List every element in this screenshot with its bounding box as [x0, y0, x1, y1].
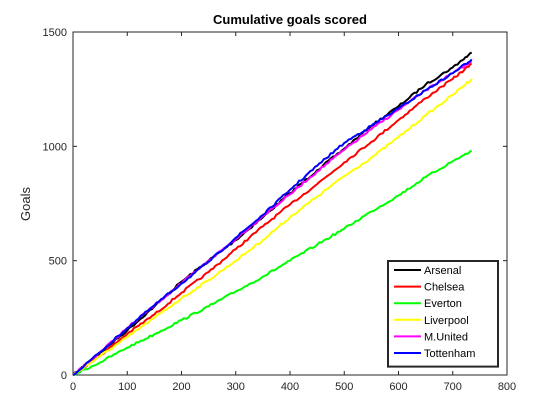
- x-tick-label: 100: [118, 381, 136, 393]
- legend-label-chelsea: Chelsea: [424, 282, 465, 294]
- legend-label-tottenham: Tottenham: [424, 348, 475, 360]
- legend-label-m-united: M.United: [424, 331, 468, 343]
- legend: Arsenal Chelsea Everton Liverpool M.United To…: [388, 261, 498, 367]
- y-tick-label: 0: [61, 370, 67, 382]
- x-tick-label: 0: [70, 381, 76, 393]
- y-tick-label: 1500: [43, 27, 67, 39]
- x-tick-label: 500: [335, 381, 353, 393]
- x-tick-label: 600: [389, 381, 407, 393]
- y-tick-label: 500: [49, 256, 67, 268]
- chart-title: Cumulative goals scored: [213, 12, 367, 27]
- legend-label-arsenal: Arsenal: [424, 265, 461, 277]
- y-axis-label: Goals: [18, 187, 33, 221]
- x-tick-label: 800: [498, 381, 516, 393]
- y-tick-label: 1000: [43, 141, 67, 153]
- x-tick-label: 700: [444, 381, 462, 393]
- legend-label-liverpool: Liverpool: [424, 315, 469, 327]
- x-tick-label: 400: [281, 381, 299, 393]
- x-tick-label: 200: [172, 381, 190, 393]
- legend-label-everton: Everton: [424, 298, 462, 310]
- x-tick-label: 300: [227, 381, 245, 393]
